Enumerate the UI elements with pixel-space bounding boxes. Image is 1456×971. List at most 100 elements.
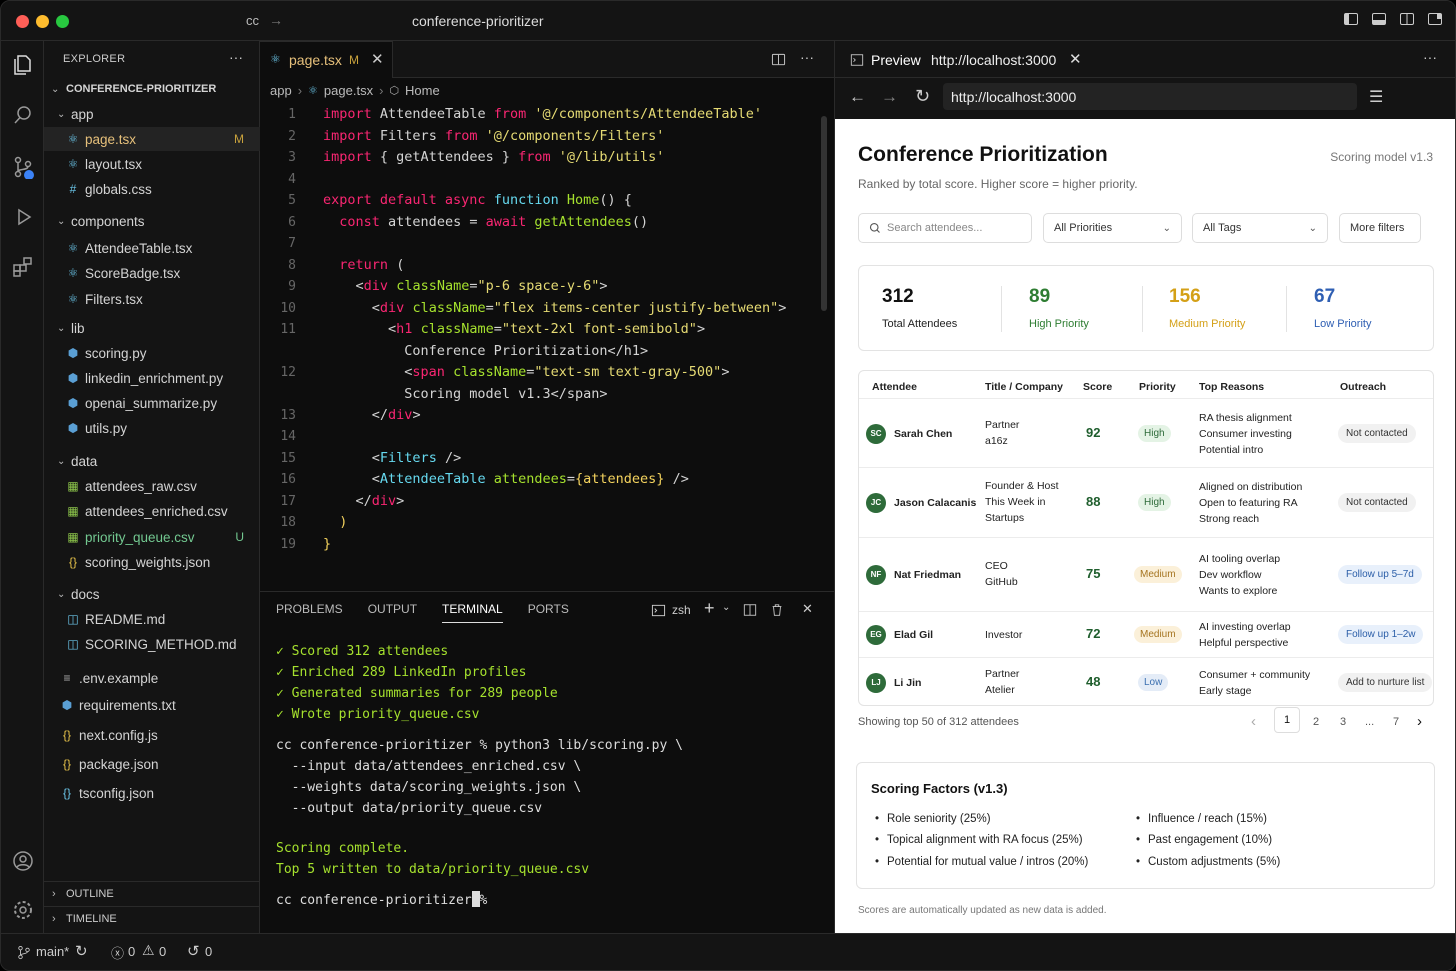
minimize-window-button[interactable] — [36, 15, 49, 28]
tree-folder[interactable]: ⌄ docs — [44, 582, 260, 606]
page-7-button[interactable]: 7 — [1393, 716, 1400, 728]
trash-icon[interactable] — [770, 603, 784, 617]
column-header[interactable]: Top Reasons — [1199, 381, 1265, 393]
sync-icon[interactable]: ↻ — [75, 943, 88, 960]
breadcrumb-app[interactable]: app — [270, 83, 292, 98]
column-header[interactable]: Title / Company — [985, 381, 1063, 393]
timeline-section[interactable]: › TIMELINE — [44, 906, 260, 930]
new-terminal-icon[interactable]: + — [704, 598, 715, 618]
shell-label[interactable]: zsh — [672, 603, 691, 617]
tree-folder[interactable]: ⌄ app — [44, 102, 260, 126]
tab-terminal[interactable]: TERMINAL — [442, 602, 503, 623]
tab-ports[interactable]: PORTS — [527, 602, 569, 616]
page-3-button[interactable]: 3 — [1340, 716, 1347, 728]
close-window-button[interactable] — [16, 15, 29, 28]
priority-select[interactable]: All Priorities ⌄ — [1043, 213, 1182, 243]
tree-file[interactable]: ⚛ ScoreBadge.tsx — [44, 261, 260, 285]
table-row[interactable]: EG Elad Gil Investor 72 Medium AI investing o… — [859, 611, 1433, 657]
attendee-name[interactable]: Nat Friedman — [894, 569, 962, 581]
error-icon[interactable]: ⓧ — [111, 946, 125, 961]
tree-folder[interactable]: ⌄ components — [44, 209, 260, 233]
editor-more-icon[interactable]: ··· — [800, 49, 814, 65]
tree-file[interactable]: ≡ .env.example — [44, 666, 260, 690]
tree-file[interactable]: ▦ priority_queue.csv U — [44, 525, 260, 549]
tree-file[interactable]: ⚛ page.tsx M — [44, 127, 260, 151]
tree-file[interactable]: ⚛ Filters.tsx — [44, 287, 260, 311]
tree-root-folder[interactable]: ⌄ CONFERENCE-PRIORITIZER — [51, 83, 217, 95]
tree-file[interactable]: {} next.config.js — [44, 723, 260, 747]
outline-section[interactable]: › OUTLINE — [44, 881, 260, 905]
search-input[interactable]: Search attendees... — [858, 213, 1032, 243]
page-1-button[interactable]: 1 — [1274, 707, 1300, 733]
terminal-prompt[interactable]: cc conference-prioritizer % — [276, 893, 496, 908]
toggle-panel-icon[interactable] — [1371, 11, 1387, 27]
breadcrumb-symbol[interactable]: Home — [405, 83, 440, 98]
split-editor-icon[interactable] — [771, 52, 786, 67]
tree-file[interactable]: {} tsconfig.json — [44, 781, 260, 805]
explorer-icon[interactable] — [11, 53, 35, 77]
chevron-down-icon[interactable]: ⌄ — [57, 455, 66, 467]
warning-icon[interactable]: ⚠ — [142, 942, 155, 958]
zoom-window-button[interactable] — [56, 15, 69, 28]
tree-file[interactable]: ⚛ layout.tsx — [44, 152, 260, 176]
tree-folder[interactable]: ⌄ data — [44, 449, 260, 473]
column-header[interactable]: Attendee — [872, 381, 917, 393]
tree-file[interactable]: ⬢ requirements.txt — [44, 693, 260, 717]
chevron-down-icon[interactable]: ⌄ — [57, 108, 66, 120]
tree-file[interactable]: ◫ README.md — [44, 607, 260, 631]
tree-folder[interactable]: ⌄ lib — [44, 316, 260, 340]
editor-scrollbar[interactable] — [821, 116, 827, 311]
outreach-status[interactable]: Add to nurture list — [1338, 673, 1433, 692]
page-2-button[interactable]: 2 — [1313, 716, 1320, 728]
run-debug-icon[interactable] — [11, 205, 35, 229]
branch-label[interactable]: main* — [36, 944, 70, 959]
forward-icon[interactable]: → — [881, 87, 898, 106]
tree-file[interactable]: ⬢ scoring.py — [44, 341, 260, 365]
column-header[interactable]: Outreach — [1340, 381, 1387, 393]
ports-icon[interactable]: ↺ — [187, 943, 200, 960]
outreach-status[interactable]: Follow up 1–2w — [1338, 625, 1424, 644]
url-input[interactable]: http://localhost:3000 — [943, 83, 1357, 110]
tree-file[interactable]: ⚛ AttendeeTable.tsx — [44, 236, 260, 260]
source-control-icon[interactable] — [11, 155, 35, 179]
close-tab-icon[interactable]: ✕ — [371, 51, 384, 68]
tab-problems[interactable]: PROBLEMS — [276, 602, 343, 616]
tree-file[interactable]: ⬢ openai_summarize.py — [44, 391, 260, 415]
toggle-sidebar-icon[interactable] — [1343, 11, 1359, 27]
table-row[interactable]: NF Nat Friedman CEO GitHub 75 Medium AI toolin… — [859, 537, 1433, 611]
column-header[interactable]: Priority — [1139, 381, 1176, 393]
tree-file[interactable]: ⬢ linkedin_enrichment.py — [44, 366, 260, 390]
tree-file[interactable]: ▦ attendees_enriched.csv — [44, 499, 260, 523]
forward-arrow-icon[interactable]: → — [269, 12, 283, 28]
table-row[interactable]: JC Jason Calacanis Founder & Host This Week… — [859, 467, 1433, 537]
preview-tab-label[interactable]: Preview — [871, 52, 921, 68]
tags-select[interactable]: All Tags ⌄ — [1192, 213, 1328, 243]
account-icon[interactable] — [11, 849, 35, 873]
chevron-down-icon[interactable]: ⌄ — [57, 215, 66, 227]
tree-file[interactable]: ◫ SCORING_METHOD.md — [44, 632, 260, 656]
tree-file[interactable]: {} scoring_weights.json — [44, 550, 260, 574]
table-row[interactable]: LJ Li Jin Partner Atelier 48 Low Consumer + co… — [859, 657, 1433, 705]
table-row[interactable]: SC Sarah Chen Partner a16z 92 High RA thesis a… — [859, 398, 1433, 467]
chevron-down-icon[interactable]: ⌄ — [57, 322, 66, 334]
breadcrumb-file[interactable]: page.tsx — [323, 83, 374, 98]
back-icon[interactable]: ← — [849, 87, 866, 106]
attendee-name[interactable]: Jason Calacanis — [894, 497, 977, 509]
tree-file[interactable]: ▦ attendees_raw.csv — [44, 474, 260, 498]
preview-more-icon[interactable]: ··· — [1423, 49, 1437, 65]
tree-file[interactable]: # globals.css — [44, 177, 260, 201]
extensions-icon[interactable] — [11, 255, 35, 279]
outreach-status[interactable]: Not contacted — [1338, 493, 1416, 512]
customize-layout-icon[interactable] — [1427, 11, 1443, 27]
next-page-icon[interactable]: › — [1417, 713, 1422, 730]
close-preview-icon[interactable]: ✕ — [1069, 51, 1082, 68]
close-panel-icon[interactable]: ✕ — [802, 601, 813, 616]
search-icon[interactable] — [11, 103, 35, 127]
chevron-down-icon[interactable]: ⌄ — [722, 602, 731, 613]
attendee-name[interactable]: Li Jin — [894, 677, 922, 689]
tab-page-tsx[interactable]: ⚛ page.tsx M ✕ — [260, 41, 393, 78]
tree-file[interactable]: {} package.json — [44, 752, 260, 776]
outreach-status[interactable]: Follow up 5–7d — [1338, 565, 1422, 584]
tree-file[interactable]: ⬢ utils.py — [44, 416, 260, 440]
explorer-more-icon[interactable]: ··· — [229, 49, 243, 65]
